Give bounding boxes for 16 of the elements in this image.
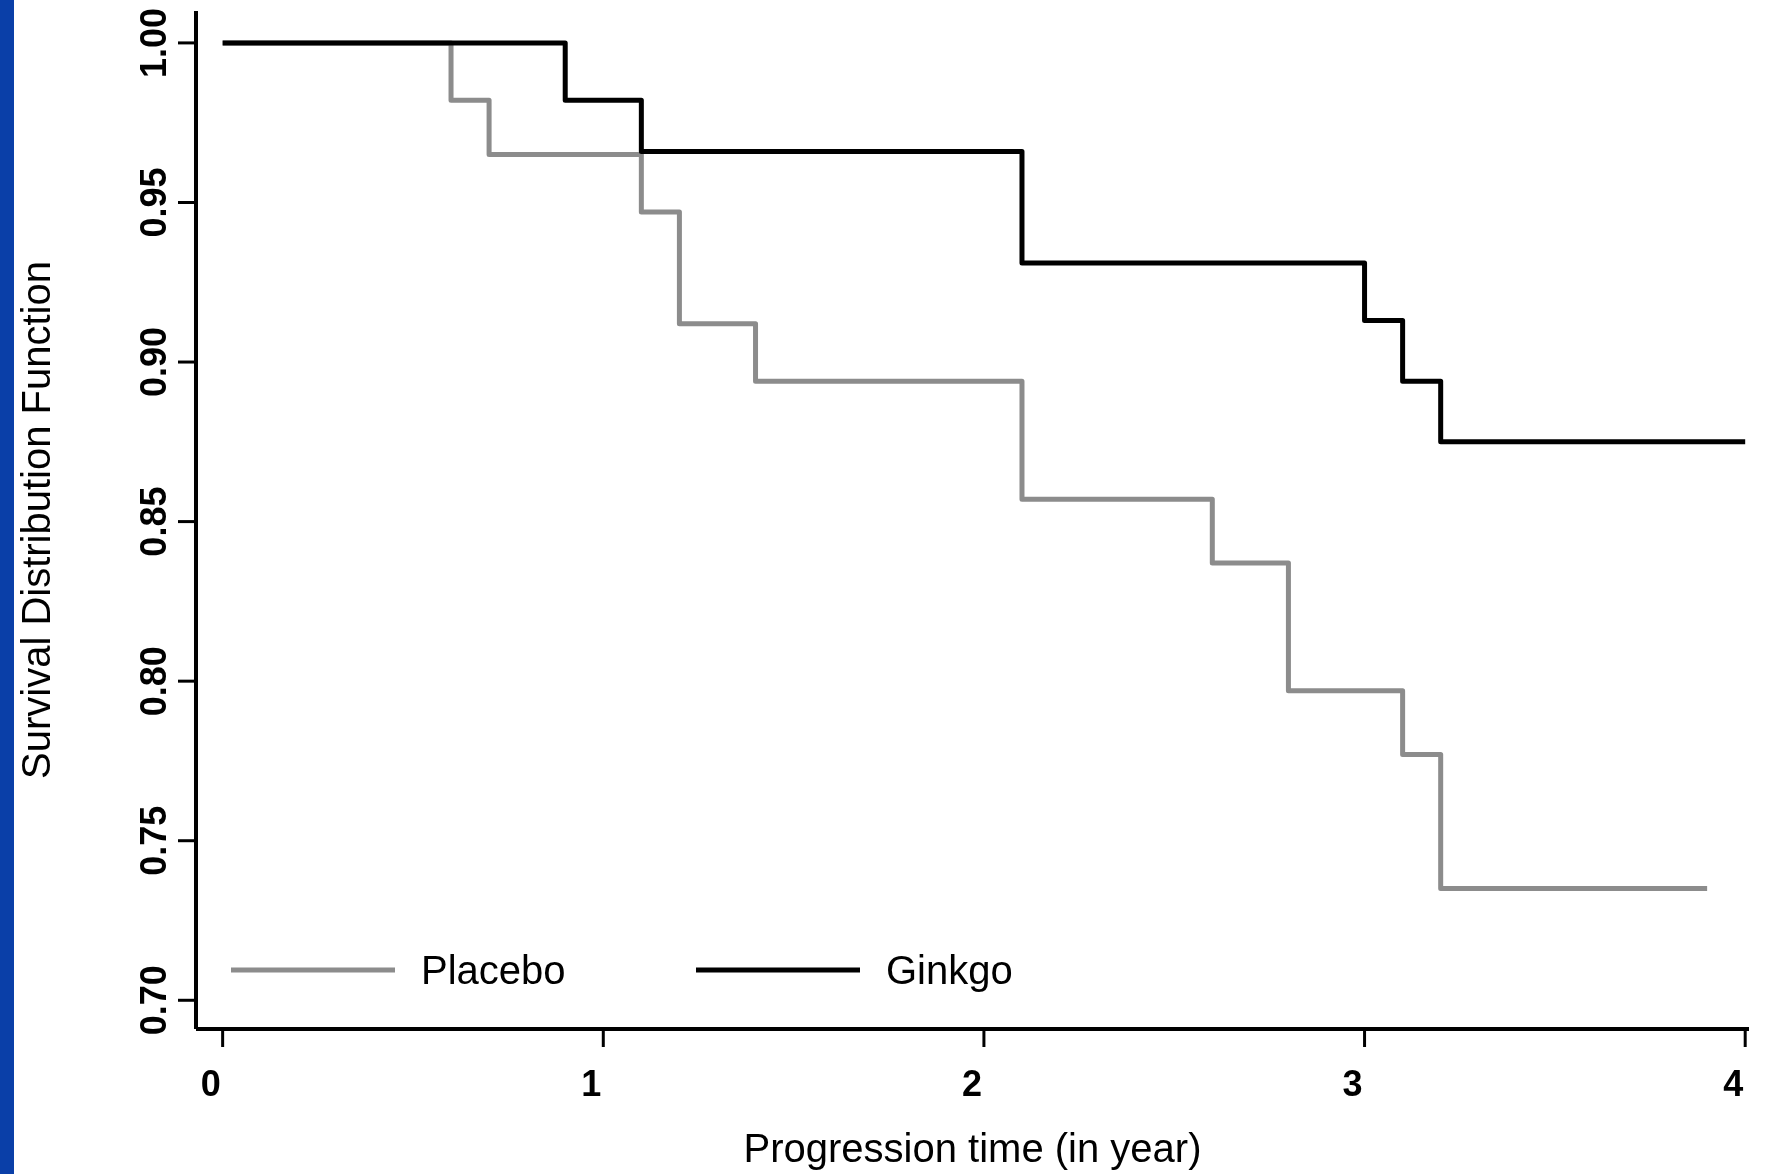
y-tick-label: 0.95 — [133, 167, 174, 238]
y-tick-label: 0.70 — [133, 965, 174, 1036]
legend-label: Ginkgo — [886, 948, 1013, 992]
x-tick-label: 4 — [1723, 1063, 1744, 1104]
legend-label: Placebo — [421, 948, 566, 992]
y-tick-label: 0.75 — [133, 805, 174, 876]
y-axis-title: Survival Distribution Function — [14, 261, 58, 779]
y-tick-label: 1.00 — [133, 7, 174, 78]
y-tick-label: 0.80 — [133, 646, 174, 717]
x-tick-label: 2 — [961, 1063, 982, 1104]
y-tick-label: 0.90 — [133, 327, 174, 398]
y-tick-label: 0.85 — [133, 486, 174, 557]
x-tick-label: 3 — [1342, 1063, 1363, 1104]
x-axis-title: Progression time (in year) — [743, 1126, 1202, 1170]
x-tick-label: 1 — [581, 1063, 602, 1104]
x-tick-label: 0 — [200, 1063, 221, 1104]
